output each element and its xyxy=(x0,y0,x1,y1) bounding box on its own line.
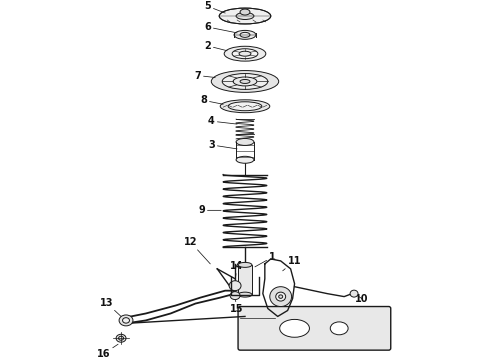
Text: 5: 5 xyxy=(204,1,225,13)
Ellipse shape xyxy=(229,281,241,291)
Text: 15: 15 xyxy=(230,298,244,315)
Ellipse shape xyxy=(119,336,123,340)
Ellipse shape xyxy=(224,46,266,61)
Bar xyxy=(238,265,252,294)
Text: 6: 6 xyxy=(204,22,237,33)
Text: 10: 10 xyxy=(354,294,369,303)
Ellipse shape xyxy=(240,9,250,15)
Ellipse shape xyxy=(220,100,270,113)
Ellipse shape xyxy=(233,77,257,86)
Ellipse shape xyxy=(239,51,251,56)
Text: 2: 2 xyxy=(204,41,227,51)
FancyBboxPatch shape xyxy=(238,306,391,350)
Ellipse shape xyxy=(234,30,256,39)
Text: 13: 13 xyxy=(99,298,121,316)
Ellipse shape xyxy=(211,71,279,93)
Text: 1: 1 xyxy=(255,252,276,267)
Text: 7: 7 xyxy=(194,71,215,81)
Ellipse shape xyxy=(350,290,358,297)
Ellipse shape xyxy=(270,287,292,306)
Ellipse shape xyxy=(232,49,258,59)
Ellipse shape xyxy=(279,295,283,298)
Ellipse shape xyxy=(122,318,129,323)
Ellipse shape xyxy=(236,156,254,163)
Text: 11: 11 xyxy=(283,256,301,271)
Ellipse shape xyxy=(222,73,268,89)
Ellipse shape xyxy=(280,319,310,337)
Ellipse shape xyxy=(228,102,262,111)
Ellipse shape xyxy=(238,262,252,267)
Ellipse shape xyxy=(236,13,254,19)
Ellipse shape xyxy=(236,139,254,145)
Ellipse shape xyxy=(230,292,240,300)
Ellipse shape xyxy=(330,322,348,335)
Ellipse shape xyxy=(276,292,286,301)
Ellipse shape xyxy=(238,292,252,297)
Text: 14: 14 xyxy=(230,261,244,281)
Ellipse shape xyxy=(116,334,126,342)
Text: 8: 8 xyxy=(200,95,223,105)
Ellipse shape xyxy=(119,315,133,326)
Text: 9: 9 xyxy=(198,205,221,215)
Ellipse shape xyxy=(240,80,250,84)
Text: 12: 12 xyxy=(184,237,210,264)
Ellipse shape xyxy=(219,8,271,24)
Ellipse shape xyxy=(240,32,250,37)
Text: 16: 16 xyxy=(97,344,118,359)
Text: 4: 4 xyxy=(208,116,237,126)
Text: 3: 3 xyxy=(208,140,237,150)
